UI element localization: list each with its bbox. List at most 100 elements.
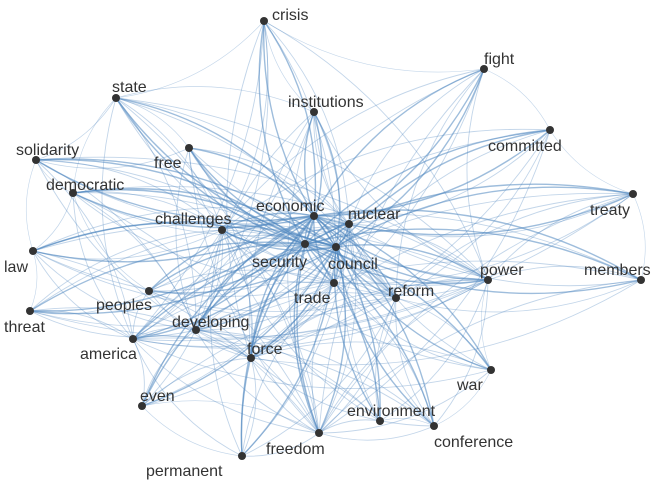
edge-developing-trade	[195, 282, 335, 331]
node-label-committed: committed	[488, 138, 562, 155]
edge-america-solidarity	[35, 159, 134, 340]
edge-nuclear-fight	[348, 68, 485, 225]
node-label-economic: economic	[256, 198, 324, 215]
edge-america-conference	[132, 337, 435, 427]
node-force	[247, 354, 255, 362]
edge-threat-law	[29, 250, 38, 312]
edge-nuclear-reform	[348, 223, 397, 299]
node-label-crisis: crisis	[272, 7, 308, 24]
edge-trade-permanent	[241, 282, 335, 457]
edge-council-members	[335, 246, 642, 295]
edge-challenges-committed	[221, 128, 551, 231]
edge-reform-state	[115, 97, 397, 299]
node-label-conference: conference	[434, 434, 513, 451]
edge-force-war	[250, 341, 492, 371]
edge-trade-war	[333, 282, 492, 371]
edge-security-america	[132, 243, 306, 340]
edge-power-crisis	[263, 20, 489, 281]
edge-america-even	[132, 338, 145, 407]
edge-nuclear-threat	[29, 221, 350, 312]
node-label-reform: reform	[388, 283, 434, 300]
node-fight	[480, 65, 488, 73]
edge-reform-peoples	[148, 290, 397, 318]
edge-trade-reform	[333, 282, 397, 299]
edge-economic-threat	[29, 215, 315, 312]
edge-power-environment	[379, 279, 489, 422]
edge-reform-force	[250, 297, 397, 359]
edge-reform-committed	[395, 129, 551, 299]
edge-america-threat	[29, 310, 134, 340]
edge-solidarity-democratic	[35, 159, 74, 194]
node-label-fight: fight	[484, 51, 515, 68]
edge-economic-law	[32, 215, 315, 263]
edge-developing-treaty	[195, 192, 634, 331]
edge-security-peoples	[148, 242, 306, 292]
edge-challenges-america	[132, 229, 223, 340]
edge-freedom-force	[250, 357, 320, 434]
edge-developing-environment	[195, 329, 381, 422]
edge-layer	[26, 20, 646, 457]
edge-nuclear-america	[132, 223, 350, 340]
node-label-challenges: challenges	[155, 211, 232, 228]
edge-crisis-fight	[263, 20, 485, 73]
edge-force-crisis	[226, 20, 265, 359]
edge-reform-environment	[375, 297, 397, 422]
edge-freedom-environment	[318, 419, 381, 434]
edge-trade-conference	[333, 282, 435, 427]
edge-america-freedom	[132, 338, 320, 434]
edge-reform-fight	[395, 68, 485, 299]
edge-security-trade	[304, 243, 335, 284]
node-layer	[26, 17, 645, 460]
edge-freedom-peoples	[148, 290, 320, 434]
edge-developing-even	[141, 329, 197, 407]
edge-developing-challenges	[195, 229, 224, 331]
edge-force-challenges	[221, 229, 254, 359]
node-solidarity	[32, 156, 40, 164]
edge-economic-solidarity	[35, 159, 315, 222]
edge-state-institutions	[115, 86, 315, 113]
edge-developing-solidarity	[35, 159, 197, 331]
edge-reform-free	[188, 147, 397, 299]
edge-challenges-fight	[221, 68, 485, 231]
node-free	[185, 144, 193, 152]
edge-power-members	[487, 265, 642, 281]
edge-security-threat	[29, 243, 306, 315]
edge-freedom-committed	[318, 129, 551, 434]
edge-freedom-free	[188, 147, 320, 434]
edge-power-law	[32, 222, 489, 281]
edge-council-law	[32, 221, 337, 252]
edge-america-committed	[132, 129, 551, 340]
edge-economic-institutions	[304, 111, 315, 217]
edge-force-free	[188, 147, 253, 359]
node-state	[112, 94, 120, 102]
node-law	[29, 247, 37, 255]
edge-council-threat	[29, 241, 337, 312]
edge-reform-war	[395, 297, 492, 371]
edge-developing-conference	[195, 329, 435, 427]
edge-security-power	[304, 243, 489, 285]
edge-america-law	[32, 250, 134, 340]
edge-power-solidarity	[35, 156, 489, 281]
edge-trade-institutions	[313, 111, 342, 284]
node-trade	[330, 279, 338, 287]
edge-trade-committed	[333, 129, 551, 284]
edge-solidarity-free	[35, 147, 190, 169]
node-label-democratic: democratic	[46, 177, 124, 194]
edge-state-solidarity	[35, 97, 117, 161]
edge-america-democratic	[72, 192, 134, 340]
edge-developing-members	[195, 260, 642, 331]
edge-america-permanent	[132, 338, 243, 457]
edge-power-treaty	[487, 193, 634, 281]
edge-economic-challenges	[221, 212, 315, 231]
edge-america-power	[132, 279, 489, 349]
edge-power-war	[481, 279, 492, 371]
edge-council-committed	[335, 129, 551, 248]
edge-reform-law	[32, 250, 397, 312]
edge-committed-treaty	[549, 129, 634, 195]
edge-america-crisis	[132, 20, 265, 340]
edge-conference-environment	[379, 418, 435, 427]
edge-nuclear-solidarity	[35, 159, 350, 230]
edge-america-force	[132, 335, 252, 359]
node-environment	[376, 417, 384, 425]
edge-force-members	[250, 279, 642, 366]
